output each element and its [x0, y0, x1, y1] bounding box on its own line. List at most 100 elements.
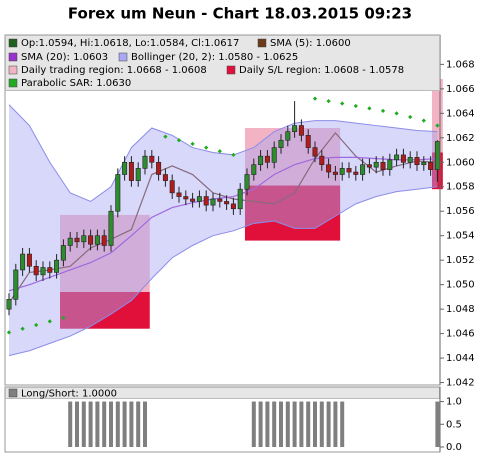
candle-body — [142, 155, 148, 169]
candle-body — [169, 180, 175, 194]
legend-label: Daily trading region: 1.0668 - 1.0608 — [21, 65, 207, 76]
candle-body — [407, 157, 413, 163]
legend-swatch — [118, 52, 128, 62]
candle-body — [332, 171, 338, 175]
candle-body — [353, 171, 359, 175]
candle-body — [74, 237, 80, 243]
y-tick-label: 1.044 — [446, 353, 475, 364]
long-short-bar — [279, 401, 283, 447]
candle-body — [26, 253, 32, 267]
y-tick-label: 1.066 — [446, 84, 475, 95]
candle-body — [224, 201, 230, 205]
long-short-bar — [143, 401, 147, 447]
legend-label: Op:1.0594, Hi:1.0618, Lo:1.0584, Cl:1.06… — [21, 38, 239, 49]
region — [431, 79, 443, 153]
candle-body — [122, 161, 128, 175]
region — [244, 185, 341, 241]
candle-body — [394, 154, 400, 161]
candle-body — [360, 164, 366, 175]
candle-body — [88, 235, 94, 245]
region — [60, 291, 150, 329]
bollinger-lower — [8, 186, 438, 357]
candle-body — [264, 155, 270, 163]
candle-body — [230, 203, 236, 210]
candle-body — [108, 210, 114, 246]
legend-label: Parabolic SAR: 1.0630 — [21, 78, 131, 89]
candle-body — [319, 155, 325, 166]
candle-body — [346, 168, 352, 173]
candle-body — [149, 155, 155, 163]
candle-body — [60, 245, 66, 261]
sar-dot — [204, 145, 209, 150]
long-short-bar — [292, 401, 297, 447]
long-short-bar — [109, 401, 113, 447]
candle-body — [434, 141, 440, 170]
long-short-bar — [122, 401, 127, 447]
legend-swatch — [257, 38, 267, 48]
y-tick-label: 1.064 — [446, 108, 475, 119]
candle-body — [183, 196, 189, 200]
legend-swatch — [226, 65, 236, 75]
long-short-bar — [95, 401, 100, 447]
candle-body — [400, 154, 406, 163]
long-short-bar — [265, 401, 270, 447]
y-tick-label: 1.060 — [446, 157, 475, 168]
candle-body — [414, 157, 420, 166]
candle-body — [94, 235, 100, 245]
legend-swatch — [8, 78, 18, 88]
candle-body — [292, 125, 298, 132]
candle-body — [373, 161, 379, 168]
candle-body — [54, 259, 60, 273]
long-short-bar — [68, 401, 73, 447]
candle-body — [135, 168, 141, 181]
y-tick-label: 1.062 — [446, 133, 475, 144]
candle-body — [40, 267, 46, 276]
y-tick-label: 1.068 — [446, 59, 475, 70]
candle-body — [366, 164, 372, 168]
candle-body — [156, 161, 162, 175]
candle-body — [33, 265, 39, 276]
candle-body — [237, 188, 243, 210]
long-short-bar — [136, 401, 141, 447]
candle-body — [285, 131, 291, 141]
candle-body — [13, 269, 19, 300]
legend-swatch — [8, 52, 18, 62]
y-tick-label: 0.5 — [446, 419, 462, 430]
chart-title: Forex um Neun - Chart 18.03.2015 09:23 — [68, 5, 412, 23]
legend-swatch — [8, 38, 18, 48]
long-short-bar — [115, 401, 120, 447]
sar-dot — [176, 138, 182, 143]
candle-body — [67, 237, 73, 246]
candle-body — [380, 161, 386, 170]
legend-swatch — [8, 65, 18, 75]
long-short-bar — [333, 401, 338, 447]
y-tick-label: 1.042 — [446, 378, 475, 389]
candle-body — [81, 235, 87, 243]
legend-label: Bollinger (20, 2): 1.0580 - 1.0625 — [131, 52, 298, 63]
legend-label: Daily S/L region: 1.0608 - 1.0578 — [239, 65, 404, 76]
candle-body — [196, 196, 202, 202]
candle-body — [421, 161, 427, 166]
y-tick-label: 1.056 — [446, 206, 475, 217]
sar-dot — [217, 149, 222, 154]
indicator-line — [8, 131, 438, 304]
candle-body — [305, 135, 311, 148]
sar-dot — [190, 141, 195, 147]
candle-body — [271, 147, 277, 163]
y-tick-label: 1.058 — [446, 182, 475, 193]
candle-body — [298, 125, 304, 136]
long-short-bar — [75, 401, 79, 447]
candle-body — [387, 159, 393, 170]
candle-body — [115, 174, 121, 212]
candle-body — [203, 196, 209, 206]
candle-body — [339, 168, 345, 175]
sar-dot — [231, 152, 236, 158]
long-short-bar — [285, 401, 290, 447]
y-tick-label: 1.048 — [446, 304, 475, 315]
candle-body — [20, 253, 26, 271]
candle-body — [101, 235, 107, 246]
candle-body — [176, 192, 182, 197]
candle-body — [6, 299, 12, 310]
long-short-bar — [258, 401, 263, 447]
candle-body — [128, 161, 134, 181]
